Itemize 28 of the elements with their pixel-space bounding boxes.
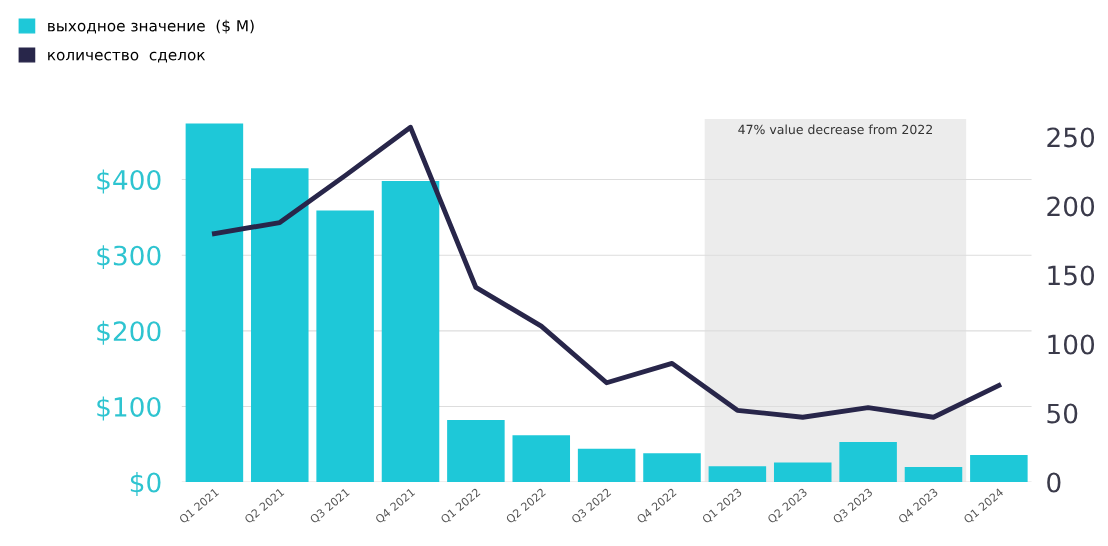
- y-tick-label: $300: [97, 245, 161, 270]
- bar: [185, 123, 244, 483]
- bar: [643, 453, 701, 483]
- y2-tick-label: 150: [1048, 265, 1095, 286]
- bar: [381, 181, 440, 483]
- legend-label: выходное значение ($ M): [48, 19, 254, 34]
- band-label: 47% value decrease from 2022: [738, 124, 932, 135]
- bar: [970, 454, 1028, 483]
- bar: [316, 210, 374, 483]
- legend-label: количество сделок: [48, 51, 206, 63]
- y-tick-label: $400: [97, 169, 161, 194]
- y2-tick-label: 50: [1047, 403, 1078, 424]
- bar: [447, 420, 505, 483]
- line-series: [211, 124, 1002, 420]
- bar: [904, 466, 963, 483]
- bar: [251, 168, 309, 483]
- y2-tick-label: 200: [1047, 196, 1095, 217]
- y-tick-label: $200: [97, 320, 161, 345]
- y2-tick-label: 250: [1047, 127, 1095, 148]
- bar: [839, 442, 897, 483]
- bar: [773, 462, 832, 483]
- y-tick-label: $100: [97, 396, 161, 421]
- y-tick-label: $0: [130, 472, 161, 497]
- y2-tick-label: 0: [1047, 472, 1061, 493]
- bar: [512, 435, 571, 483]
- y2-tick-label: 100: [1048, 334, 1095, 355]
- bar: [708, 466, 767, 483]
- bar: [577, 448, 636, 483]
